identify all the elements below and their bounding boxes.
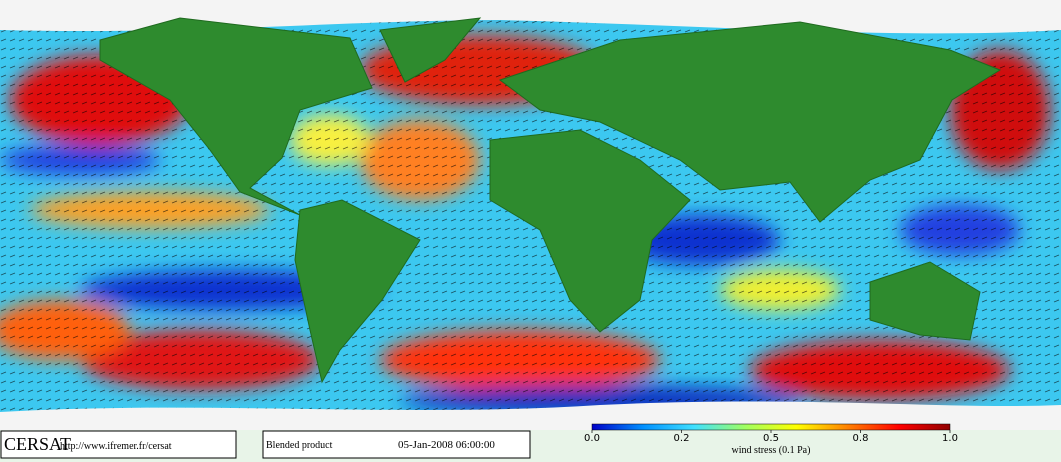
colorbar-tick-label: 0.5 — [763, 433, 779, 444]
colorbar-tick-label: 0.8 — [853, 433, 869, 444]
colorbar-tick-label: 0.0 — [584, 433, 600, 444]
colorbar-tick-label: 0.2 — [674, 433, 690, 444]
url: http://www.ifremer.fr/cersat — [60, 441, 172, 452]
product-box — [262, 430, 531, 459]
colorbar-label: wind stress (0.1 Pa) — [732, 445, 811, 456]
product-name: Blended product — [266, 440, 333, 451]
land — [0, 0, 1061, 430]
datetime: 05-Jan-2008 06:00:00 — [398, 439, 495, 451]
logo: CERSAT — [4, 434, 71, 454]
colorbar-tick-label: 1.0 — [942, 433, 958, 444]
logo-box — [0, 430, 237, 459]
colorbar — [591, 423, 951, 431]
